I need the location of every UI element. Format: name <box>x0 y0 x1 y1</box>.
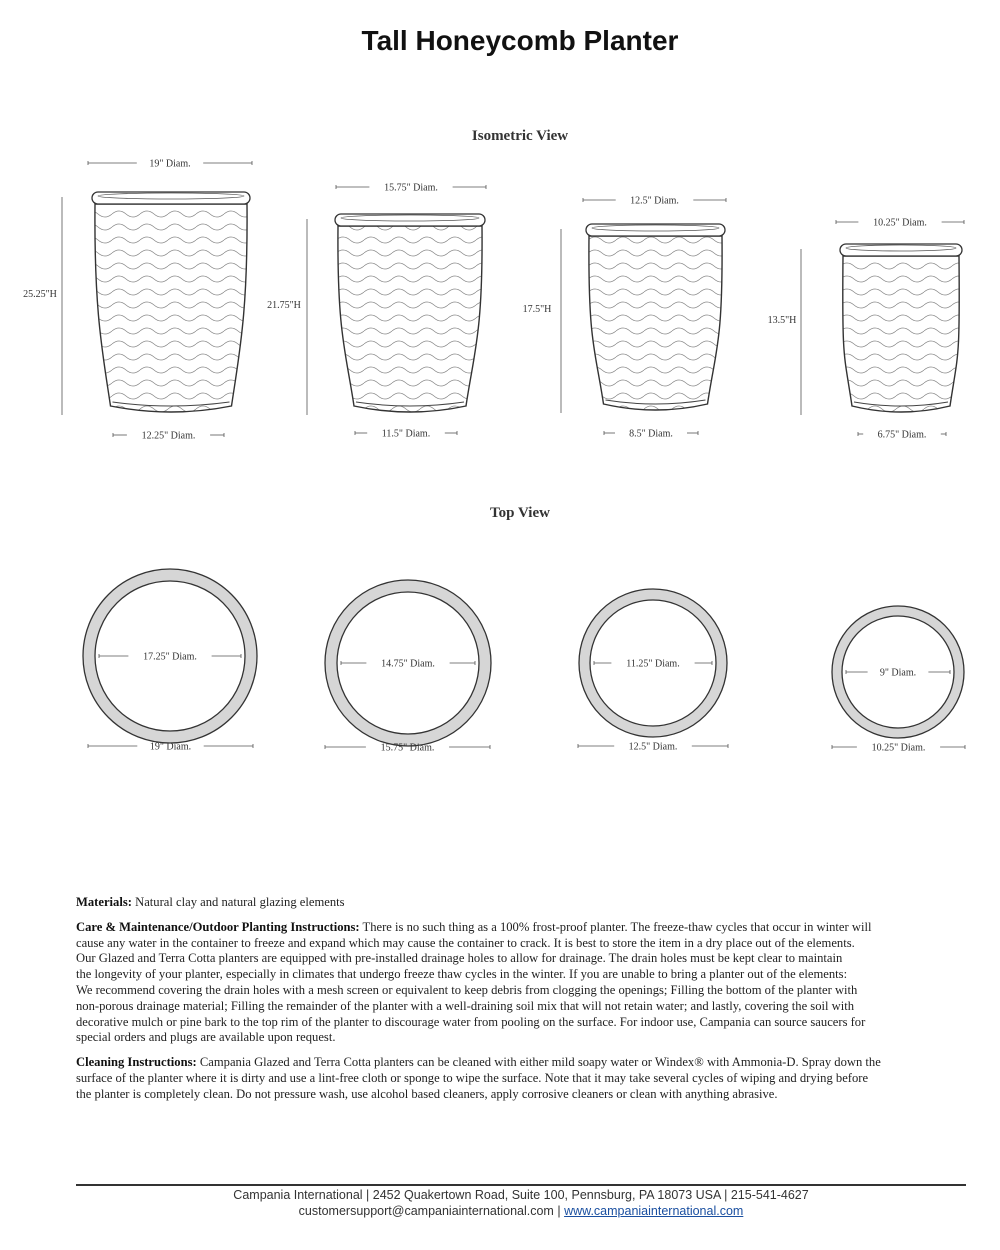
text-line: surface of the planter where it is dirty… <box>76 1070 869 1085</box>
inner-diameter-label: 17.25" Diam. <box>143 652 197 663</box>
footer: Campania International | 2452 Quakertown… <box>76 1187 966 1219</box>
planter-rim-opening <box>845 244 957 252</box>
outer-diameter-label: 12.5" Diam. <box>629 742 678 753</box>
top-view-inner-opening <box>589 599 717 727</box>
text-line: cause any water in the container to free… <box>76 935 855 950</box>
materials-paragraph: Materials: Natural clay and natural glaz… <box>76 895 976 911</box>
height-label: 21.75"H <box>267 300 301 311</box>
top-view-inner-opening <box>841 615 955 729</box>
text-line: We recommend covering the drain holes wi… <box>76 982 858 997</box>
isometric-view-title: Isometric View <box>471 128 569 144</box>
materials-label: Materials: <box>76 895 132 909</box>
planter-rim <box>334 213 486 227</box>
text-line: non-porous drainage material; Filling th… <box>76 998 855 1013</box>
text-line: Campania Glazed and Terra Cotta planters… <box>196 1055 881 1070</box>
care-label: Care & Maintenance/Outdoor Planting Inst… <box>76 919 360 934</box>
height-label: 17.5"H <box>523 304 552 315</box>
height-label: 13.5"H <box>768 315 797 326</box>
top-diameter-label: 12.5" Diam. <box>630 196 679 207</box>
text-line: decorative mulch or pine bark to the top… <box>76 1014 866 1029</box>
inner-diameter-label: 14.75" Diam. <box>381 659 435 670</box>
top-view-inner-opening <box>94 580 246 732</box>
text-line: Natural clay and natural glazing element… <box>131 895 345 909</box>
outer-diameter-label: 15.75" Diam. <box>381 743 435 754</box>
footer-address: Campania International | 2452 Quakertown… <box>233 1188 809 1202</box>
cleaning-paragraph: Cleaning Instructions: Campania Glazed a… <box>76 1055 976 1102</box>
footer-email[interactable]: customersupport@campaniainternational.co… <box>298 1204 554 1218</box>
planter-rim-opening <box>340 214 480 222</box>
website-link[interactable]: www.campaniainternational.com <box>564 1204 744 1218</box>
planter-rim <box>585 223 726 237</box>
bottom-diameter-label: 6.75" Diam. <box>878 430 927 441</box>
inner-diameter-label: 11.25" Diam. <box>626 659 679 670</box>
planter-body <box>337 225 483 413</box>
footer-separator: | <box>553 1204 565 1218</box>
planter-rim <box>91 191 251 205</box>
top-diameter-label: 15.75" Diam. <box>384 183 438 194</box>
planter-rim-opening <box>97 192 245 200</box>
bottom-diameter-label: 8.5" Diam. <box>629 429 673 440</box>
top-diameter-label: 10.25" Diam. <box>873 218 927 229</box>
top-view-title: Top View <box>490 505 550 521</box>
description-text: Materials: Natural clay and natural glaz… <box>76 895 976 1112</box>
bottom-diameter-label: 12.25" Diam. <box>142 431 196 442</box>
planter-base <box>112 401 230 407</box>
care-paragraph: Care & Maintenance/Outdoor Planting Inst… <box>76 920 976 1046</box>
page-title: Tall Honeycomb Planter <box>361 25 679 56</box>
text-line: the longevity of your planter, especiall… <box>76 967 848 982</box>
text-line: Our Glazed and Terra Cotta planters are … <box>76 951 843 966</box>
planter-base <box>853 401 949 407</box>
top-diameter-label: 19" Diam. <box>149 159 190 170</box>
top-view-inner-opening <box>336 591 480 735</box>
planter-base <box>355 401 465 407</box>
honeycomb-pattern <box>588 236 723 410</box>
outer-diameter-label: 19" Diam. <box>150 742 191 753</box>
footer-divider <box>76 1184 966 1186</box>
planter-body <box>94 203 248 413</box>
honeycomb-pattern <box>842 256 960 412</box>
planter-body <box>842 255 960 413</box>
honeycomb-pattern <box>337 226 483 412</box>
planter-rim <box>839 243 963 257</box>
text-line: the planter is completely clean. Do not … <box>76 1086 778 1101</box>
honeycomb-pattern <box>94 204 248 412</box>
outer-diameter-label: 10.25" Diam. <box>872 743 926 754</box>
planter-rim-opening <box>591 224 720 232</box>
height-label: 25.25"H <box>23 289 57 300</box>
inner-diameter-label: 9" Diam. <box>880 668 916 679</box>
planter-drawings: 25.25"H 19" Diam. 12.25" Diam. 17.25" Diam.… <box>23 159 966 754</box>
text-line: There is no such thing as a 100% frost-p… <box>359 919 872 934</box>
text-line: special orders and plugs are available u… <box>76 1030 336 1045</box>
planter-body <box>588 235 723 411</box>
bottom-diameter-label: 11.5" Diam. <box>382 429 430 440</box>
planter-base <box>605 399 706 405</box>
cleaning-label: Cleaning Instructions: <box>76 1055 197 1070</box>
